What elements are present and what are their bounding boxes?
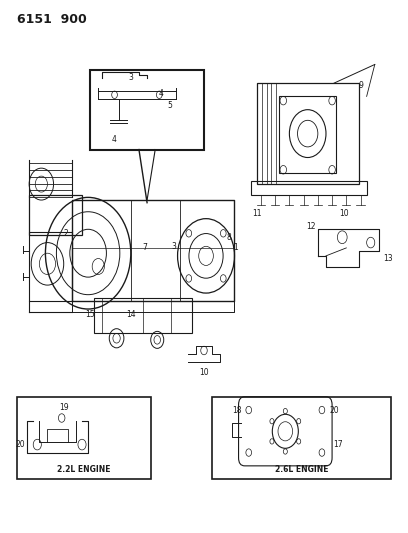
Text: 7: 7	[143, 244, 147, 253]
Text: 4: 4	[159, 89, 164, 98]
Text: 2.6L ENGINE: 2.6L ENGINE	[275, 465, 328, 474]
Text: 8: 8	[226, 233, 231, 242]
Text: 10: 10	[199, 368, 209, 377]
Bar	[279, 96, 336, 173]
Bar	[29, 195, 82, 235]
Bar	[257, 83, 359, 184]
Text: 9: 9	[358, 81, 363, 90]
Text: 6151  900: 6151 900	[17, 13, 87, 26]
Bar	[17, 397, 151, 479]
Bar	[90, 70, 204, 150]
Text: 2.2L ENGINE: 2.2L ENGINE	[57, 465, 111, 474]
Text: 20: 20	[329, 406, 339, 415]
Text: 1: 1	[233, 244, 238, 253]
Text: 10: 10	[339, 209, 349, 218]
Text: 20: 20	[16, 440, 25, 449]
Text: 14: 14	[126, 310, 135, 319]
Bar	[29, 232, 72, 301]
Text: 12: 12	[306, 222, 316, 231]
Text: 4: 4	[112, 135, 117, 144]
Bar	[94, 298, 192, 333]
Text: 15: 15	[85, 310, 95, 319]
Bar	[251, 181, 367, 195]
Text: 2: 2	[63, 229, 68, 238]
Text: 17: 17	[333, 440, 343, 449]
Text: 18: 18	[232, 406, 241, 415]
Text: 19: 19	[59, 403, 69, 412]
Bar	[212, 397, 391, 479]
Text: 3: 3	[171, 242, 176, 251]
Text: 3: 3	[129, 73, 133, 82]
Text: 11: 11	[252, 209, 262, 218]
Text: 13: 13	[383, 254, 392, 263]
Text: 5: 5	[167, 101, 172, 110]
